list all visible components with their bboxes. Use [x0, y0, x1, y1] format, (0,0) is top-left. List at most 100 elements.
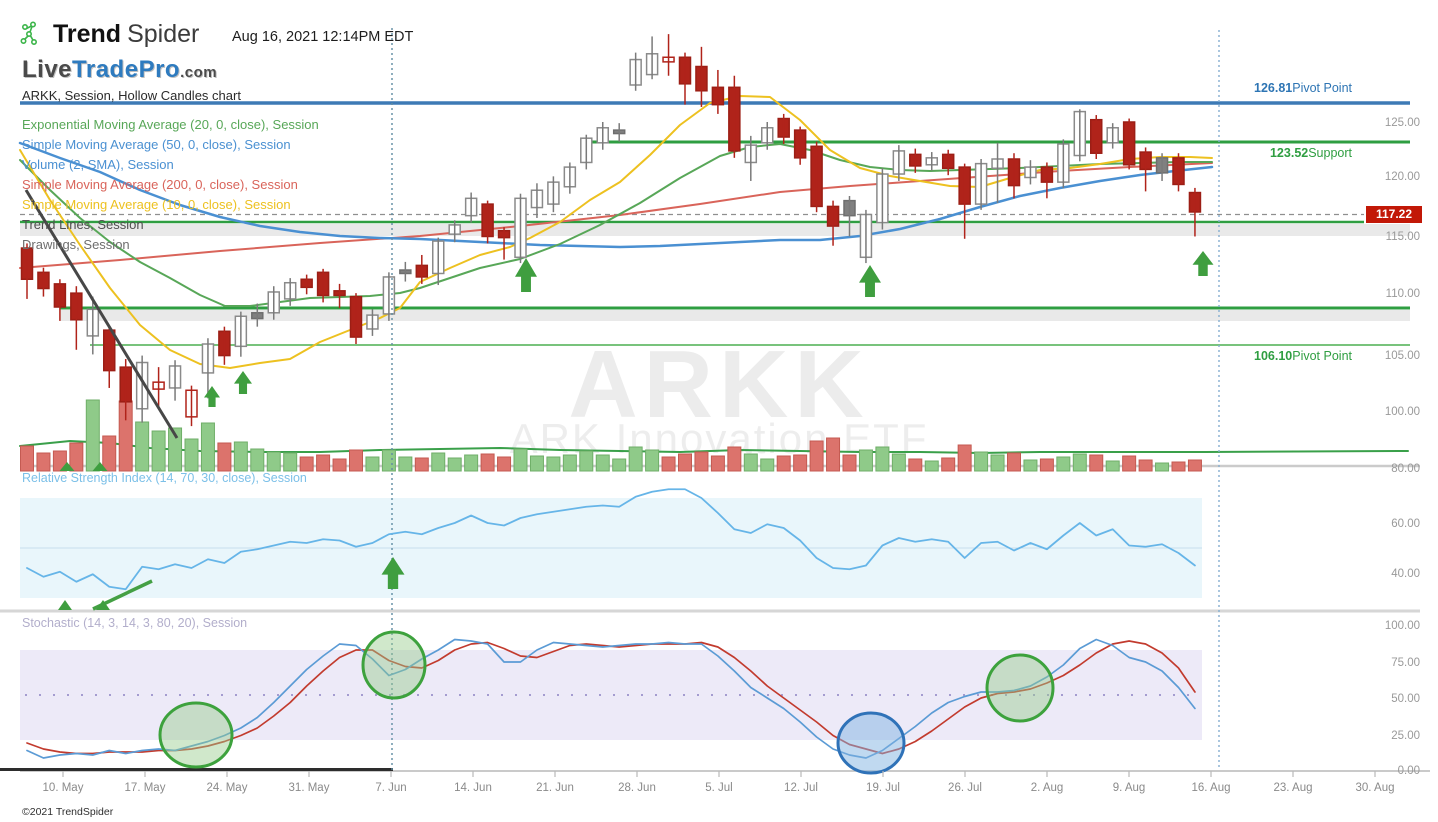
date-axis-label: 28. Jun [618, 782, 656, 794]
volume-bar [266, 451, 281, 472]
mini-signal-arrow [96, 600, 110, 610]
volume-bar [283, 452, 298, 472]
price-axis-label: 105.00 [1385, 350, 1420, 362]
price-axis-label: 100.00 [1385, 406, 1420, 418]
volume-bar [447, 457, 462, 472]
volume-bar [513, 448, 528, 472]
date-axis-label: 17. May [125, 782, 166, 794]
legend-item-5[interactable]: Trend Lines, Session [22, 217, 144, 232]
volume-bar [710, 455, 725, 472]
volume-bar [694, 451, 709, 472]
volume-bar [924, 460, 939, 472]
volume-bar [1171, 461, 1186, 472]
volume-bar [974, 451, 989, 472]
signal-circle [361, 630, 427, 700]
price-axis-label: 100.00 [1385, 620, 1420, 632]
rsi-line [26, 488, 1196, 591]
volume-bar [760, 458, 775, 472]
volume-bar [645, 449, 660, 472]
volume-bar [875, 446, 890, 472]
volume-bar [1105, 460, 1120, 472]
volume-bar [908, 458, 923, 472]
volume-bar [990, 454, 1005, 472]
stochastic-k-line [26, 638, 1196, 759]
date-axis-label: 23. Aug [1273, 782, 1312, 794]
volume-bar [1089, 454, 1104, 472]
support-level-label: 123.52Support [1270, 146, 1352, 160]
livetradepro-com: .com [180, 64, 218, 81]
chart-title[interactable]: ARKK, Session, Hollow Candles chart [22, 88, 241, 103]
pivot-point-lower-label: 106.10Pivot Point [1254, 349, 1352, 363]
price-axis-label: 125.00 [1385, 117, 1420, 129]
volume-bar [793, 454, 808, 472]
signal-circle [836, 711, 906, 775]
buy-signal-arrow [1192, 251, 1214, 276]
volume-bar [1138, 459, 1153, 472]
logo-text-bold: Trend [53, 20, 122, 48]
volume-bar [842, 454, 857, 472]
pivot-lower-text: Pivot Point [1292, 349, 1352, 363]
volume-bar [36, 452, 51, 472]
volume-bar [349, 449, 363, 472]
price-axis-label: 115.00 [1386, 231, 1420, 243]
volume-bar [151, 430, 166, 472]
legend-item-4[interactable]: Simple Moving Average (10, 0, close), Se… [22, 197, 291, 212]
volume-bar [579, 450, 594, 472]
pivot-upper-value: 126.81 [1254, 81, 1293, 95]
price-axis-label: 75.00 [1391, 657, 1420, 669]
volume-bar [809, 440, 824, 472]
copyright-notice: ©2021 TrendSpider [22, 806, 114, 818]
date-axis-label: 14. Jun [454, 782, 492, 794]
legend-item-1[interactable]: Simple Moving Average (50, 0, close), Se… [22, 137, 291, 152]
price-axis-label: 0.00 [1398, 765, 1420, 777]
legend-item-2[interactable]: Volume (2, SMA), Session [22, 157, 174, 172]
volume-bar [135, 421, 150, 472]
legend-item-6[interactable]: Drawings, Session [22, 237, 130, 252]
volume-bar [217, 442, 232, 472]
date-axis-label: 2. Aug [1031, 782, 1064, 794]
volume-bar [414, 457, 429, 472]
rsi-pane-label[interactable]: Relative Strength Index (14, 70, 30, clo… [22, 471, 307, 485]
axes: 125.00 120.00 115.00 110.00 105.00 100.00 80.0… [43, 117, 1420, 794]
volume-bar [250, 448, 265, 472]
livetradepro-live: Live [22, 56, 73, 83]
legend-item-0[interactable]: Exponential Moving Average (20, 0, close… [22, 117, 319, 132]
trendspider-logo-icon [20, 21, 38, 45]
volume-bar [529, 455, 544, 472]
date-axis-label: 16. Aug [1191, 782, 1230, 794]
trendline-drawing [24, 189, 179, 439]
watermark-symbol: ARKK [568, 331, 870, 438]
sr-zone [60, 310, 1410, 321]
price-axis-label: 40.00 [1391, 568, 1420, 580]
pivot-point-upper-label: 126.81Pivot Point [1254, 81, 1352, 95]
sma50-line [18, 141, 1214, 249]
date-axis-label: 24. May [207, 782, 248, 794]
trendspider-logo[interactable]: Trend Spider [20, 20, 199, 49]
volume-bar [776, 455, 791, 472]
buy-signal-arrow [234, 371, 252, 394]
date-axis-label: 31. May [289, 782, 330, 794]
volume-bar [1187, 459, 1202, 472]
date-axis-label: 19. Jul [866, 782, 900, 794]
date-axis-label: 12. Jul [784, 782, 818, 794]
stochastic-pane-label[interactable]: Stochastic (14, 3, 14, 3, 80, 20), Sessi… [22, 616, 248, 630]
volume-bar [678, 453, 692, 472]
volume-bar [365, 456, 380, 472]
buy-signal-arrow [515, 258, 537, 292]
price-axis-label: 80.00 [1391, 463, 1420, 475]
volume-bar [1023, 459, 1038, 472]
buy-signal-arrow [204, 386, 220, 407]
price-axis-label: 25.00 [1391, 730, 1420, 742]
support-value: 123.52 [1269, 146, 1309, 160]
livetradepro-logo: LiveTradePro.com [22, 56, 217, 84]
date-axis-label: 5. Jul [705, 782, 733, 794]
volume-bar [1155, 462, 1170, 472]
volume-bar [464, 454, 479, 472]
livetradepro-pro: Pro [138, 56, 181, 83]
volume-bar [826, 437, 841, 472]
date-axis-label: 26. Jul [948, 782, 982, 794]
volume-bar [102, 435, 117, 472]
legend-item-3[interactable]: Simple Moving Average (200, 0, close), S… [22, 177, 298, 192]
